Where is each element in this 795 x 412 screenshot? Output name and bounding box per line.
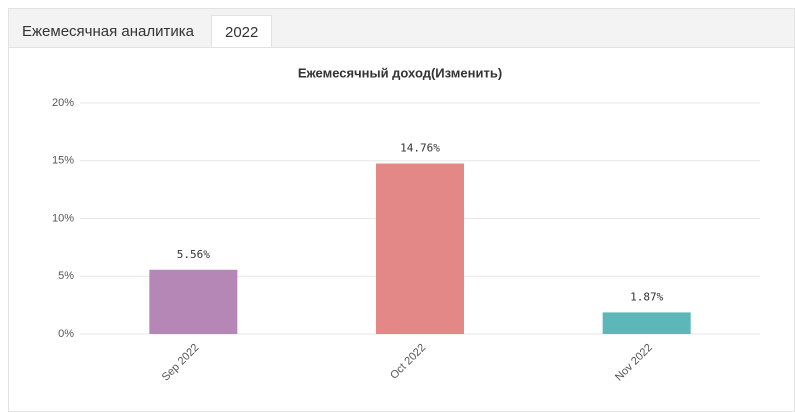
x-tick-label: Nov 2022: [613, 342, 655, 384]
tab[interactable]: Ежемесячная аналитика: [22, 23, 194, 40]
value-label: 1.87%: [630, 290, 663, 303]
bar: [149, 269, 238, 334]
bar: [376, 163, 464, 334]
value-label: 14.76%: [400, 142, 440, 155]
y-tick-label: 10%: [52, 212, 74, 224]
bar: [602, 312, 691, 334]
x-tick-label: Sep 2022: [160, 342, 202, 384]
value-label: 5.56%: [177, 248, 210, 261]
y-tick-label: 20%: [52, 97, 74, 109]
y-tick-label: 5%: [58, 270, 74, 282]
tab-active[interactable]: 2022: [211, 15, 273, 48]
x-tick-label: Oct 2022: [388, 342, 428, 382]
tab-bar: Ежемесячная аналитика 2022: [8, 8, 795, 48]
y-tick-label: 0%: [58, 328, 74, 340]
chart-title: Ежемесячный доход(Изменить): [298, 65, 502, 80]
y-tick-label: 15%: [52, 155, 74, 167]
